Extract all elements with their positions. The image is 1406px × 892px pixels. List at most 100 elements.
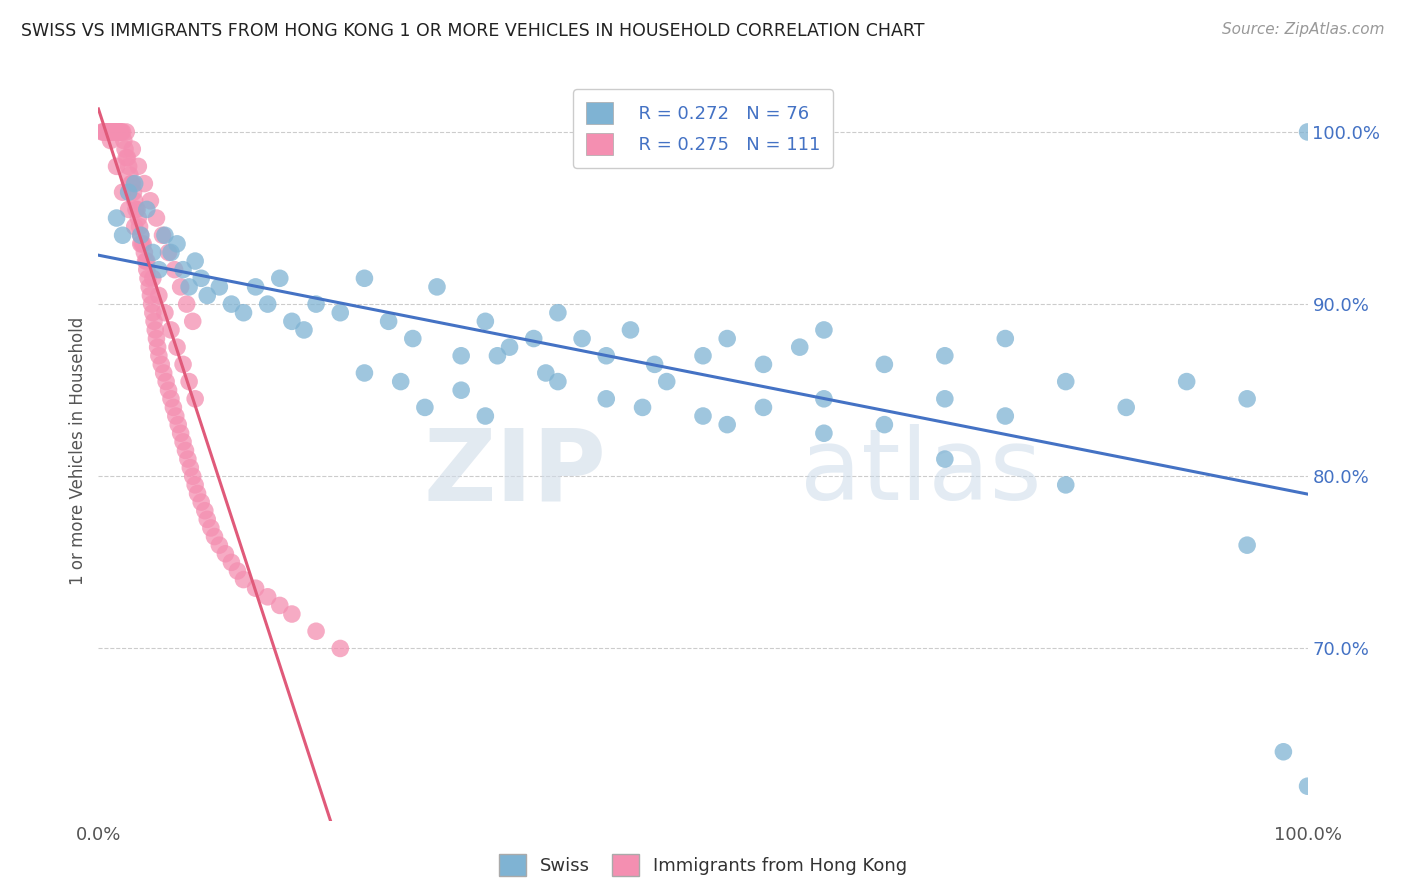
Point [281,314,304,328]
Point [547,306,569,320]
Point [353,366,375,380]
Point [152,228,174,243]
Point [245,280,267,294]
Point [115,151,138,165]
Point [101,125,124,139]
Point [934,452,956,467]
Point [152,366,174,380]
Point [523,332,546,346]
Point [111,125,134,139]
Point [571,332,593,346]
Point [136,271,159,285]
Point [163,262,186,277]
Point [269,271,291,285]
Point [873,417,896,432]
Point [121,177,143,191]
Point [145,332,167,346]
Point [1296,125,1319,139]
Point [132,236,155,251]
Point [353,271,375,285]
Point [150,357,173,371]
Point [377,314,399,328]
Point [190,495,212,509]
Point [169,426,191,441]
Point [619,323,641,337]
Point [166,340,188,354]
Point [813,323,835,337]
Point [873,357,896,371]
Point [994,409,1017,423]
Text: ZIP: ZIP [423,425,606,521]
Point [305,297,328,311]
Point [256,590,278,604]
Point [121,142,143,156]
Point [141,297,163,311]
Point [245,581,267,595]
Point [143,314,166,328]
Point [1236,538,1258,552]
Point [111,185,134,199]
Point [813,392,835,406]
Point [103,125,125,139]
Point [162,401,184,415]
Point [194,504,217,518]
Point [269,599,291,613]
Y-axis label: 1 or more Vehicles in Household: 1 or more Vehicles in Household [69,317,87,584]
Point [135,262,157,277]
Point [190,271,212,285]
Text: SWISS VS IMMIGRANTS FROM HONG KONG 1 OR MORE VEHICLES IN HOUSEHOLD CORRELATION C: SWISS VS IMMIGRANTS FROM HONG KONG 1 OR … [21,22,925,40]
Point [148,349,170,363]
Point [1054,478,1077,492]
Point [120,177,142,191]
Text: Source: ZipAtlas.com: Source: ZipAtlas.com [1222,22,1385,37]
Point [644,357,666,371]
Point [631,401,654,415]
Point [329,641,352,656]
Point [232,573,254,587]
Point [413,401,436,415]
Point [118,202,141,217]
Point [108,125,131,139]
Legend:   R = 0.272   N = 76,   R = 0.275   N = 111: R = 0.272 N = 76, R = 0.275 N = 111 [572,89,834,168]
Point [1272,745,1295,759]
Point [195,288,218,302]
Point [104,125,127,139]
Point [474,409,496,423]
Point [498,340,520,354]
Point [131,236,153,251]
Point [134,245,156,260]
Point [486,349,509,363]
Point [208,538,231,552]
Point [153,306,176,320]
Point [117,151,139,165]
Point [655,375,678,389]
Point [139,194,162,208]
Point [450,383,472,397]
Point [716,417,738,432]
Point [91,125,114,139]
Point [97,125,120,139]
Point [143,323,166,337]
Point [595,392,617,406]
Point [402,332,425,346]
Point [179,280,201,294]
Point [226,564,249,578]
Point [172,262,194,277]
Point [98,125,121,139]
Point [177,452,200,467]
Point [100,134,122,148]
Point [184,254,207,268]
Point [97,125,120,139]
Point [176,297,198,311]
Point [595,349,617,363]
Point [100,125,122,139]
Point [752,401,775,415]
Point [221,297,243,311]
Point [692,409,714,423]
Point [221,555,243,569]
Point [172,357,194,371]
Point [110,125,132,139]
Point [107,125,129,139]
Point [124,194,146,208]
Point [174,443,197,458]
